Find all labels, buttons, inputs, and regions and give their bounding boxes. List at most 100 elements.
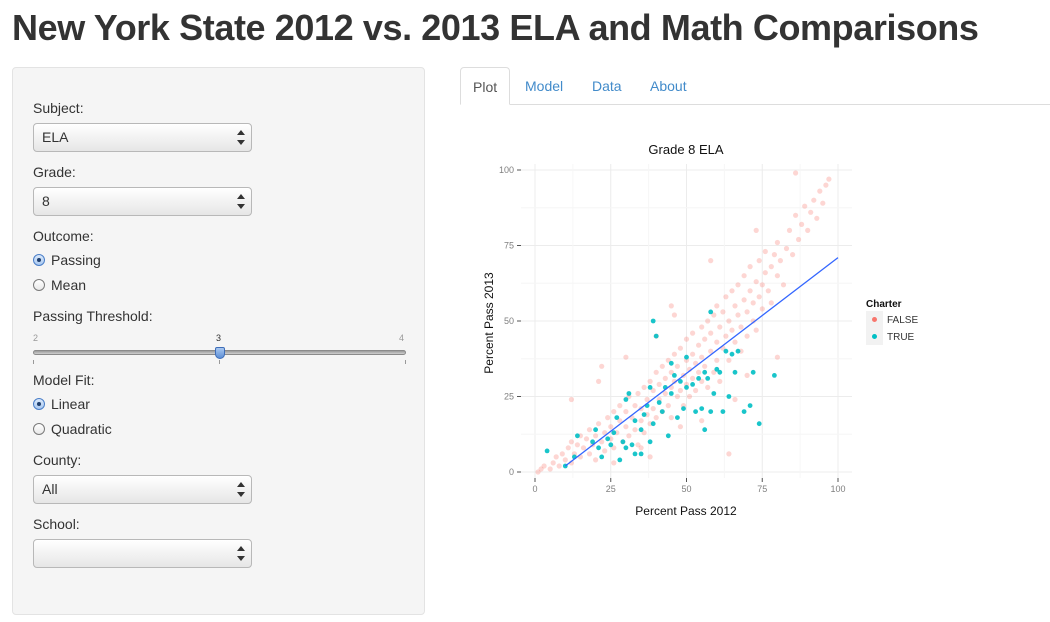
data-point-false — [708, 258, 714, 264]
data-point-false — [756, 258, 762, 264]
x-tick-label: 100 — [830, 484, 845, 494]
data-point-false — [665, 357, 671, 363]
outcome-option-label: Passing — [51, 252, 101, 268]
model-fit-option-quadratic[interactable]: Quadratic — [33, 421, 112, 437]
data-point-true — [605, 436, 611, 442]
data-point-false — [793, 170, 799, 176]
legend-label-false: FALSE — [887, 315, 918, 326]
data-point-true — [690, 382, 695, 387]
radio-checked-icon[interactable] — [33, 254, 45, 266]
slider-min-label: 2 — [33, 333, 39, 343]
data-point-true — [684, 354, 689, 360]
data-point-false — [599, 363, 605, 369]
tab-plot[interactable]: Plot — [460, 67, 510, 105]
data-point-false — [735, 312, 741, 318]
x-tick-label: 75 — [757, 484, 767, 494]
data-point-false — [547, 466, 553, 472]
legend-title: Charter — [866, 299, 902, 310]
data-point-false — [638, 445, 644, 451]
data-point-false — [729, 327, 735, 333]
data-point-false — [647, 378, 653, 384]
data-point-false — [705, 318, 711, 324]
radio-unchecked-icon[interactable] — [33, 279, 45, 291]
radio-unchecked-icon[interactable] — [33, 423, 45, 435]
outcome-option-passing[interactable]: Passing — [33, 252, 101, 268]
grade-select[interactable]: 8 — [33, 187, 252, 216]
data-point-false — [623, 409, 629, 415]
data-point-false — [799, 221, 805, 227]
county-label: County: — [33, 452, 82, 468]
data-point-false — [762, 270, 768, 276]
data-point-false — [690, 375, 696, 381]
data-point-false — [632, 427, 638, 433]
data-point-true — [675, 415, 680, 420]
data-point-false — [635, 442, 641, 448]
grade-select-value: 8 — [42, 193, 50, 209]
data-point-false — [647, 454, 653, 460]
data-point-true — [708, 309, 714, 315]
school-select[interactable] — [33, 539, 252, 568]
data-point-false — [699, 418, 705, 424]
data-point-true — [668, 391, 674, 396]
radio-checked-icon[interactable] — [33, 398, 45, 410]
y-tick-label: 0 — [509, 467, 514, 477]
data-point-false — [732, 396, 738, 403]
tab-data[interactable]: Data — [592, 78, 622, 94]
tab-model[interactable]: Model — [525, 78, 564, 94]
data-point-false — [623, 424, 629, 430]
select-arrows-icon — [237, 546, 245, 561]
slider-max-label: 4 — [399, 333, 405, 343]
data-point-false — [671, 351, 677, 357]
data-point-true — [638, 427, 644, 433]
outcome-option-mean[interactable]: Mean — [33, 277, 86, 293]
model-fit-option-linear[interactable]: Linear — [33, 396, 90, 412]
data-point-false — [677, 424, 683, 430]
data-point-false — [705, 384, 711, 390]
data-point-false — [702, 336, 708, 342]
data-point-false — [753, 227, 759, 233]
subject-select[interactable]: ELA — [33, 123, 252, 152]
data-point-true — [726, 394, 732, 399]
tab-about[interactable]: About — [650, 78, 687, 94]
data-point-false — [708, 330, 714, 336]
data-point-false — [811, 197, 817, 203]
x-tick-label: 50 — [681, 484, 691, 494]
data-point-false — [768, 264, 774, 270]
data-point-true — [620, 439, 626, 445]
data-point-true — [632, 418, 638, 424]
data-point-false — [611, 409, 617, 415]
plot-axes: 0 25 50 75 100 0 25 50 75 100 — [499, 165, 846, 494]
data-point-true — [672, 373, 677, 378]
data-point-false — [541, 463, 547, 469]
data-point-false — [674, 363, 680, 369]
data-point-true — [614, 415, 620, 420]
county-select[interactable]: All — [33, 475, 252, 504]
data-point-false — [805, 227, 811, 233]
plot-grid — [521, 164, 852, 478]
data-point-false — [650, 387, 656, 394]
data-point-false — [674, 393, 680, 400]
data-point-false — [596, 378, 602, 384]
data-point-true — [705, 376, 711, 381]
fit-line-group — [564, 257, 839, 467]
data-point-false — [586, 427, 593, 433]
data-point-false — [711, 312, 717, 318]
data-point-false — [593, 457, 599, 463]
data-point-false — [565, 445, 571, 451]
data-point-false — [626, 433, 632, 439]
data-point-false — [808, 209, 814, 215]
threshold-slider-handle[interactable] — [214, 347, 225, 359]
data-point-false — [699, 378, 705, 384]
data-point-false — [702, 363, 708, 369]
sidebar-panel: Subject: ELA Grade: 8 Outcome: Passing M… — [12, 67, 425, 615]
y-tick-label: 50 — [504, 316, 514, 326]
data-point-false — [756, 294, 762, 300]
data-point-false — [556, 463, 562, 469]
data-point-true — [684, 385, 689, 390]
data-point-false — [744, 372, 750, 378]
data-point-true — [653, 333, 659, 339]
data-point-false — [662, 375, 668, 381]
data-point-false — [708, 348, 714, 354]
data-point-false — [653, 415, 659, 421]
data-point-false — [726, 318, 732, 324]
